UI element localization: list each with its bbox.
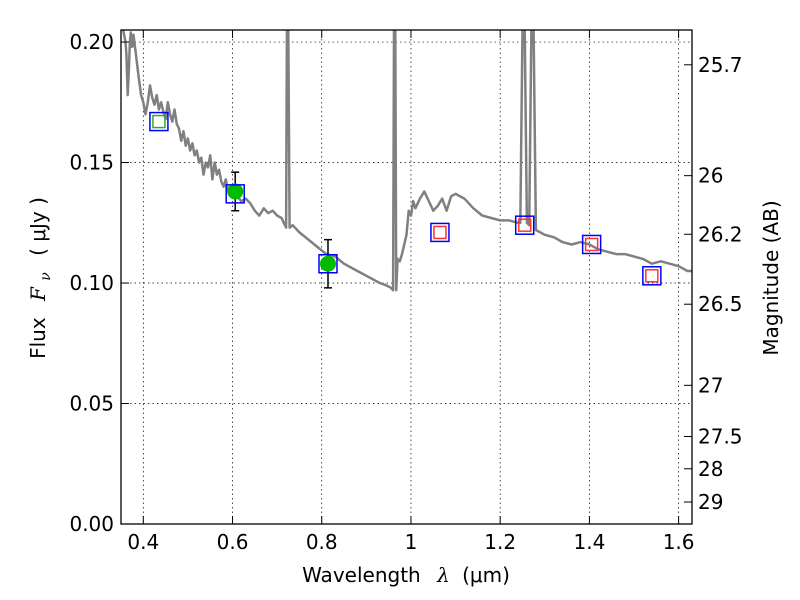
y-axis-title-subscript: ν [38, 272, 54, 281]
y-tick-label: 0.10 [69, 271, 114, 295]
y-axis-title-units: ( μJy ) [26, 197, 50, 256]
y2-axis-title: Magnitude (AB) [759, 200, 783, 355]
detection-point [227, 183, 244, 200]
model-photometry-box [642, 266, 662, 286]
y2-tick-label: 26 [698, 164, 723, 188]
y-tick-label: 0.00 [69, 512, 114, 536]
y2-tick-label: 29 [698, 490, 723, 514]
y-axis-title-symbol: F [26, 286, 50, 302]
x-axis-title-text: Wavelength [302, 563, 421, 587]
y2-tick-label: 26.2 [698, 222, 743, 246]
y2-tick-label: 25.7 [698, 53, 743, 77]
observed-limit-marker [517, 218, 532, 232]
x-axis-title: Wavelength λ (μm) [302, 563, 510, 587]
observed-limit-marker [584, 237, 599, 252]
observed-limit-marker [152, 114, 166, 129]
x-tick-label: 1 [405, 530, 418, 554]
y2-tick-label: 27 [698, 373, 723, 397]
y2-tick-label: 27.5 [698, 425, 743, 449]
x-tick-label: 1.6 [663, 530, 695, 554]
y-axis-title-text: Flux [26, 317, 50, 359]
y-tick-label: 0.15 [69, 151, 114, 175]
grid-lines [121, 30, 692, 525]
model-photometry-box [581, 234, 602, 255]
tick-layer: 0.4 0.6 0.8 1 1.2 1.4 1.6 0.00 0.05 0.10 0.15 0.20 2… [69, 30, 743, 554]
y-tick-label: 0.20 [69, 30, 114, 54]
y2-tick-label: 26.5 [698, 292, 743, 316]
model-photometry-box [318, 253, 338, 274]
model-spectrum-line [121, 30, 692, 292]
model-photometry-box [430, 222, 450, 243]
plot-frame [120, 29, 693, 525]
x-axis-title-units: (μm) [462, 563, 510, 587]
x-tick-label: 0.6 [217, 530, 249, 554]
x-tick-label: 1.4 [573, 530, 605, 554]
detection-point [319, 255, 336, 272]
x-tick-label: 0.8 [306, 530, 338, 554]
y-tick-label: 0.05 [69, 392, 114, 416]
y2-tick-label: 28 [698, 457, 723, 481]
model-photometry-box [149, 111, 169, 132]
series-layer [121, 30, 692, 292]
x-tick-label: 0.4 [127, 530, 159, 554]
model-photometry-box [225, 184, 245, 204]
y-axis-title: Flux F ν ( μJy ) [26, 197, 55, 359]
x-tick-label: 1.2 [484, 530, 516, 554]
observed-limit-marker [645, 269, 659, 283]
marker-layer [149, 111, 662, 289]
x-axis-title-symbol: λ [436, 563, 450, 587]
model-photometry-box [514, 215, 535, 235]
observed-limit-marker [433, 225, 447, 240]
